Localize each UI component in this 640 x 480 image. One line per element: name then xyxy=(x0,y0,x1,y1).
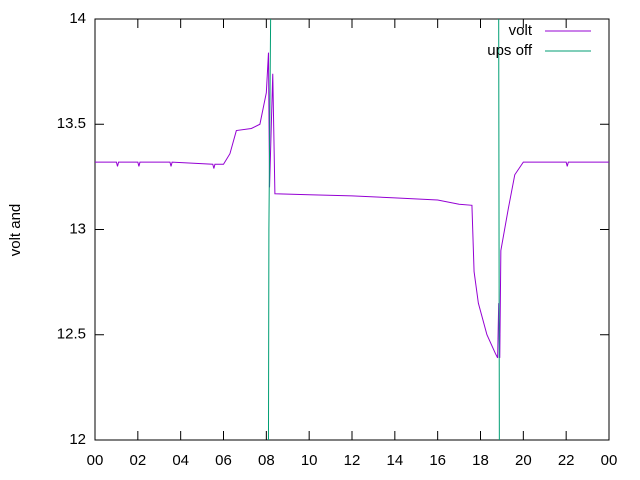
line-series xyxy=(95,52,609,359)
x-tick-label: 04 xyxy=(172,452,189,469)
y-axis-label: volt and xyxy=(7,204,24,257)
x-tick-label: 12 xyxy=(344,452,361,469)
y-tick-label: 12.5 xyxy=(57,326,86,343)
legend-label: ups off xyxy=(487,42,533,59)
x-tick-label: 22 xyxy=(558,452,575,469)
y-tick-label: 12 xyxy=(69,431,86,448)
y-tick-label: 14 xyxy=(69,10,86,27)
x-tick-label: 20 xyxy=(515,452,532,469)
plot-area xyxy=(95,19,609,440)
x-tick-label: 00 xyxy=(601,452,618,469)
x-tick-label: 06 xyxy=(215,452,232,469)
y-tick-label: 13 xyxy=(69,220,86,237)
x-tick-label: 16 xyxy=(429,452,446,469)
x-tick-label: 08 xyxy=(258,452,275,469)
legend-label: volt xyxy=(509,22,533,39)
y-tick-label: 13.5 xyxy=(57,115,86,132)
x-tick-label: 18 xyxy=(472,452,489,469)
x-tick-label: 02 xyxy=(129,452,146,469)
plot-border xyxy=(94,18,610,441)
x-tick-label: 14 xyxy=(386,452,403,469)
line-series xyxy=(267,19,500,440)
x-tick-label: 10 xyxy=(301,452,318,469)
x-tick-label: 00 xyxy=(87,452,104,469)
